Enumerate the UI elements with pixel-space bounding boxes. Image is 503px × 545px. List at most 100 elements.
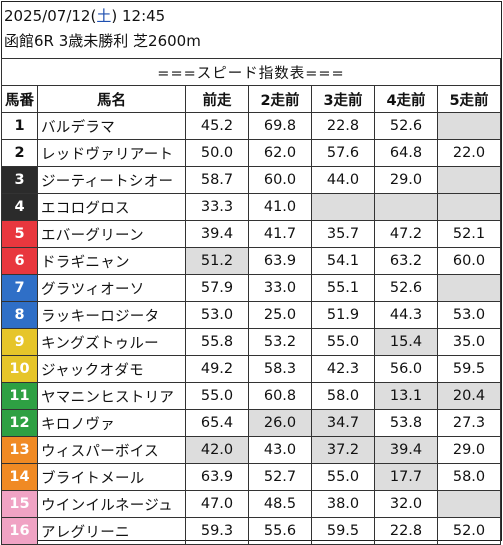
horse-number: 11 [1,382,38,410]
col-header-name: 馬名 [37,85,186,113]
speed-index-cell: 20.4 [437,382,501,410]
speed-index-cell: 50.0 [185,139,249,167]
speed-index-cell [437,490,501,518]
speed-index-cell: 69.8 [248,112,312,140]
speed-index-cell: 53.0 [437,301,501,329]
speed-index-cell: 64.8 [374,139,438,167]
race-datetime: 2025/07/12(土) 12:45 [4,6,165,26]
speed-index-cell: 35.0 [437,328,501,356]
table-row: 11 ヤマニンヒストリア 55.0 60.8 58.0 13.1 20.4 [1,382,501,410]
horse-name: アレグリーニ [37,517,186,545]
speed-index-cell: 49.2 [185,355,249,383]
horse-number: 7 [1,274,38,302]
speed-index-cell: 63.2 [374,247,438,275]
horse-number: 2 [1,139,38,167]
speed-index-cell: 56.0 [374,355,438,383]
speed-index-cell: 44.3 [374,301,438,329]
horse-name: バルデラマ [37,112,186,140]
speed-index-cell: 52.7 [248,463,312,491]
speed-index-cell: 34.7 [311,409,375,437]
speed-index-cell [437,193,501,221]
table-row: 1 バルデラマ 45.2 69.8 22.8 52.6 [1,112,501,140]
speed-index-cell: 32.0 [374,490,438,518]
horse-number: 12 [1,409,38,437]
speed-index-cell: 33.3 [185,193,249,221]
table-row: 2 レッドヴァリアート 50.0 62.0 57.6 64.8 22.0 [1,139,501,167]
speed-index-cell: 17.7 [374,463,438,491]
speed-index-cell: 13.1 [374,382,438,410]
speed-index-cell: 55.0 [185,382,249,410]
col-header-last4: 4走前 [374,85,438,113]
horse-number: 14 [1,463,38,491]
speed-index-cell: 59.5 [311,517,375,545]
speed-index-cell: 25.0 [248,301,312,329]
speed-index-cell: 47.0 [185,490,249,518]
table-row: 3 ジーティートシオー 58.7 60.0 44.0 29.0 [1,166,501,194]
speed-index-cell: 57.9 [185,274,249,302]
speed-index-cell: 58.7 [185,166,249,194]
speed-index-cell: 55.1 [311,274,375,302]
table-row: 5 エバーグリーン 39.4 41.7 35.7 47.2 52.1 [1,220,501,248]
speed-index-cell: 47.2 [374,220,438,248]
table-row: 4 エコログロス 33.3 41.0 [1,193,501,221]
col-header-last1: 前走 [185,85,249,113]
horse-number: 4 [1,193,38,221]
horse-name: キロノヴァ [37,409,186,437]
speed-index-cell: 58.0 [437,463,501,491]
horse-name: ウィスパーボイス [37,436,186,464]
speed-index-cell: 29.0 [437,436,501,464]
table-row: 10 ジャックオダモ 49.2 58.3 42.3 56.0 59.5 [1,355,501,383]
speed-index-cell: 39.4 [185,220,249,248]
speed-index-cell [437,274,501,302]
speed-index-cell: 51.2 [185,247,249,275]
dow-open-paren: ( [90,7,97,25]
speed-index-cell: 48.5 [248,490,312,518]
speed-index-cell: 63.9 [185,463,249,491]
horse-name: ジャックオダモ [37,355,186,383]
speed-index-cell: 35.7 [311,220,375,248]
table-row: 14 ブライトメール 63.9 52.7 55.0 17.7 58.0 [1,463,501,491]
col-header-last2: 2走前 [248,85,312,113]
horse-number: 5 [1,220,38,248]
speed-index-cell: 55.0 [311,463,375,491]
speed-index-cell: 29.0 [374,166,438,194]
horse-name: ドラギニャン [37,247,186,275]
speed-index-cell: 22.0 [437,139,501,167]
horse-name: エコログロス [37,193,186,221]
speed-index-cell [311,193,375,221]
speed-index-cell: 52.0 [437,517,501,545]
speed-index-cell: 53.0 [185,301,249,329]
speed-index-cell: 41.7 [248,220,312,248]
speed-index-cell: 54.1 [311,247,375,275]
speed-index-cell: 41.0 [248,193,312,221]
table-row: 13 ウィスパーボイス 42.0 43.0 37.2 39.4 29.0 [1,436,501,464]
table-row: 6 ドラギニャン 51.2 63.9 54.1 63.2 60.0 [1,247,501,275]
table-row: 9 キングズトゥルー 55.8 53.2 55.0 15.4 35.0 [1,328,501,356]
speed-index-cell [374,193,438,221]
speed-index-cell: 60.0 [437,247,501,275]
table-row: 15 ウインイルネージュ 47.0 48.5 38.0 32.0 [1,490,501,518]
speed-index-cell: 33.0 [248,274,312,302]
race-info: 函館6R 3歳未勝利 芝2600m [4,32,201,50]
col-header-last5: 5走前 [437,85,501,113]
speed-index-cell: 15.4 [374,328,438,356]
speed-index-cell [437,112,501,140]
speed-index-cell: 42.0 [185,436,249,464]
col-header-last3: 3走前 [311,85,375,113]
speed-index-cell: 55.8 [185,328,249,356]
speed-index-cell [437,166,501,194]
speed-index-cell: 55.6 [248,517,312,545]
speed-index-cell: 58.0 [311,382,375,410]
speed-index-cell: 65.4 [185,409,249,437]
race-day-of-week: 土 [96,7,112,25]
horse-name: ブライトメール [37,463,186,491]
speed-index-cell: 53.2 [248,328,312,356]
horse-name: ラッキーロジータ [37,301,186,329]
horse-number: 6 [1,247,38,275]
table-row: 16 アレグリーニ 59.3 55.6 59.5 22.8 52.0 [1,517,501,545]
speed-index-cell: 52.6 [374,112,438,140]
speed-index-cell: 52.6 [374,274,438,302]
horse-name: ジーティートシオー [37,166,186,194]
speed-index-cell: 42.3 [311,355,375,383]
horse-name: ヤマニンヒストリア [37,382,186,410]
